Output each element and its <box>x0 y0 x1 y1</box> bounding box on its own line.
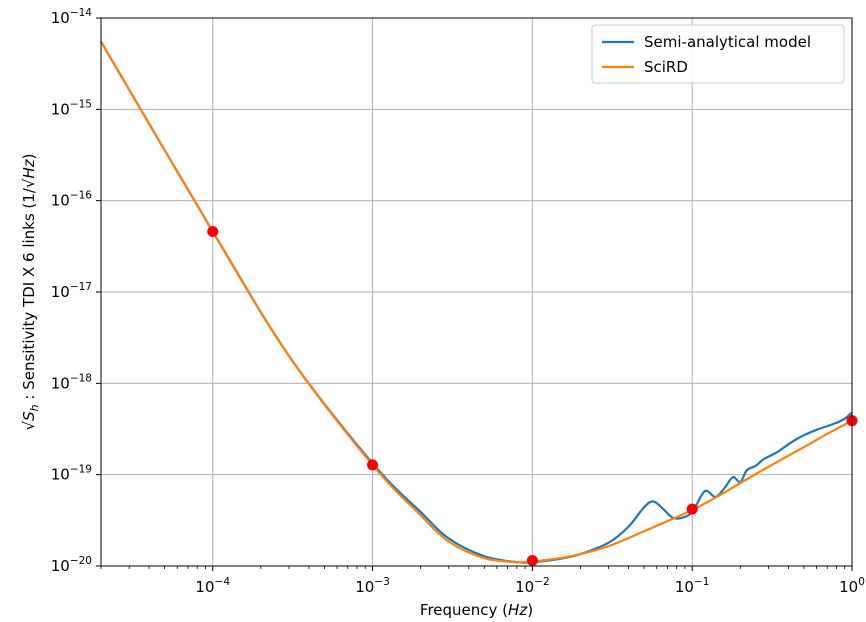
series-lines <box>100 41 853 564</box>
data-marker-0 <box>207 225 219 237</box>
legend-label-1: SciRD <box>644 58 688 76</box>
y-tick-label-0: 10−20 <box>51 555 92 575</box>
x-axis-label-unit: Hz <box>508 601 528 619</box>
y-tick-label-5: 10−15 <box>51 98 92 118</box>
axis-ticks: 10−4 10−3 10−2 10−1 100 10−20 10−19 10−18 10−17 1… <box>51 7 865 596</box>
x-axis-label-close: ) <box>527 601 533 619</box>
y-label-middle: : Sensitivity TDI X 6 links <box>20 209 38 405</box>
svg-text:√Sh : Sensitivity TDI X 6 link: √Sh : Sensitivity TDI X 6 links (1/√Hz) <box>20 154 41 431</box>
y-label-sqrt-symbol: √ <box>20 420 38 430</box>
y-tick-label-2: 10−18 <box>51 372 92 392</box>
x-axis-label: Frequency (Hz) <box>420 601 533 619</box>
series-line-1 <box>100 41 853 564</box>
y-label-sub: h <box>28 404 41 411</box>
legend-label-0: Semi-analytical model <box>644 33 811 51</box>
y-tick-label-1: 10−19 <box>51 464 92 484</box>
legend-box <box>591 24 845 84</box>
x-tick-label-0: 10−4 <box>195 576 230 596</box>
x-tick-label-4: 100 <box>839 576 865 596</box>
y-tick-label-4: 10−16 <box>51 190 93 210</box>
data-marker-2 <box>526 554 538 566</box>
y-label-unit-hz: Hz <box>20 158 38 178</box>
y-label-unit-sqrt-symbol: √ <box>20 178 38 188</box>
x-tick-label-3: 10−1 <box>675 576 710 596</box>
y-tick-label-6: 10−14 <box>51 7 93 27</box>
data-markers <box>207 225 858 566</box>
y-axis-label: √Sh : Sensitivity TDI X 6 links (1/√Hz) <box>20 154 41 431</box>
y-label-unit-prefix: (1/ <box>20 187 38 208</box>
y-label-unit-suffix: ) <box>20 154 38 160</box>
data-marker-3 <box>686 503 698 515</box>
x-tick-label-2: 10−2 <box>515 576 550 596</box>
data-marker-1 <box>367 459 379 471</box>
y-tick-label-3: 10−17 <box>51 281 92 301</box>
x-axis-label-text: Frequency ( <box>420 601 508 619</box>
legend: Semi-analytical model SciRD <box>591 24 845 84</box>
series-line-0 <box>100 41 853 564</box>
y-label-s: S <box>20 411 38 421</box>
x-tick-label-1: 10−3 <box>355 576 390 596</box>
